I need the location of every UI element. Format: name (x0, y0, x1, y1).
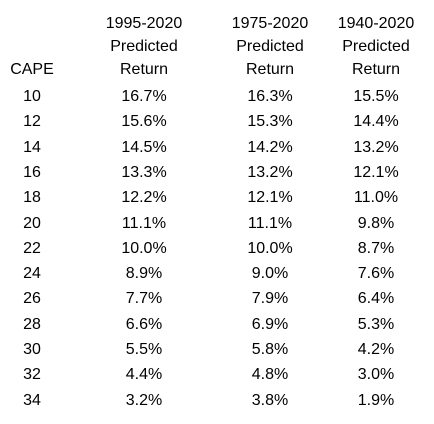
cape-value: 18 (23, 189, 41, 207)
return-1975-2020: 5.8% (251, 341, 289, 358)
cape-value: 24 (23, 265, 41, 283)
header-1975-2020: 1975-2020 Predicted Return (212, 12, 328, 81)
return-1940-2020: 1.9% (357, 391, 395, 409)
header-1975-2020-return: Return (245, 61, 295, 78)
table-row: 10 16.7% 16.3% 15.5% (0, 84, 434, 109)
cape-value: 20 (23, 214, 41, 232)
table-row: 22 10.0% 10.0% 8.7% (0, 236, 434, 261)
cape-value: 34 (23, 391, 41, 409)
cape-value: 22 (23, 239, 41, 257)
return-1940-2020: 6.4% (357, 290, 395, 308)
return-1975-2020: 3.8% (251, 391, 289, 409)
table-row: 32 4.4% 4.8% 3.0% (0, 362, 434, 387)
return-1995-2020: 15.6% (121, 113, 167, 131)
return-1995-2020: 10.0% (121, 239, 167, 257)
table-row: 14 14.5% 14.2% 13.2% (0, 135, 434, 160)
cape-value: 26 (23, 290, 41, 308)
return-1995-2020: 7.7% (125, 290, 163, 308)
header-1975-2020-predicted: Predicted (236, 38, 304, 55)
header-1995-2020-period: 1995-2020 (105, 15, 183, 32)
return-1995-2020: 6.6% (125, 315, 163, 333)
table-row: 24 8.9% 9.0% 7.6% (0, 261, 434, 286)
cape-value: 10 (23, 88, 41, 105)
table-row: 16 13.3% 13.2% 12.1% (0, 160, 434, 185)
return-1975-2020: 12.1% (247, 189, 293, 207)
table-row: 18 12.2% 12.1% 11.0% (0, 185, 434, 210)
return-1995-2020: 13.3% (121, 163, 167, 181)
return-1940-2020: 13.2% (353, 138, 399, 156)
return-1995-2020: 14.5% (121, 138, 167, 156)
header-1975-2020-period: 1975-2020 (231, 15, 309, 32)
table-row: 28 6.6% 6.9% 5.3% (0, 312, 434, 337)
return-1975-2020: 7.9% (251, 290, 289, 308)
header-1995-2020-predicted: Predicted (110, 38, 178, 55)
return-1940-2020: 12.1% (353, 163, 399, 181)
return-1940-2020: 5.3% (357, 315, 395, 333)
header-1940-2020: 1940-2020 Predicted Return (318, 12, 434, 81)
table-row: 34 3.2% 3.8% 1.9% (0, 388, 434, 413)
return-1975-2020: 4.8% (251, 366, 289, 384)
return-1995-2020: 4.4% (125, 366, 163, 384)
return-1995-2020: 8.9% (125, 265, 163, 283)
header-1995-2020-return: Return (119, 61, 169, 78)
header-1940-2020-period: 1940-2020 (337, 15, 415, 32)
table-row: 20 11.1% 11.1% 9.8% (0, 211, 434, 236)
header-cape: CAPE (10, 61, 54, 78)
return-1975-2020: 13.2% (247, 163, 293, 181)
table-row: 30 5.5% 5.8% 4.2% (0, 337, 434, 362)
return-1940-2020: 9.8% (357, 214, 395, 232)
cape-value: 30 (23, 341, 41, 358)
return-1975-2020: 6.9% (251, 315, 289, 333)
return-1940-2020: 3.0% (357, 366, 395, 384)
header-1995-2020: 1995-2020 Predicted Return (86, 12, 202, 81)
return-1940-2020: 11.0% (353, 189, 399, 207)
return-1995-2020: 3.2% (125, 391, 163, 409)
return-1975-2020: 11.1% (247, 214, 293, 232)
cape-value: 14 (23, 138, 41, 156)
return-1975-2020: 10.0% (247, 239, 293, 257)
return-1940-2020: 14.4% (353, 113, 399, 131)
return-1995-2020: 16.7% (121, 88, 167, 105)
return-1975-2020: 14.2% (247, 138, 293, 156)
return-1995-2020: 12.2% (121, 189, 167, 207)
cape-value: 16 (23, 163, 41, 181)
cape-value: 28 (23, 315, 41, 333)
return-1975-2020: 16.3% (247, 88, 293, 105)
table-row: 26 7.7% 7.9% 6.4% (0, 286, 434, 311)
table-row: 12 15.6% 15.3% 14.4% (0, 109, 434, 134)
cape-value: 32 (23, 366, 41, 384)
return-1940-2020: 15.5% (353, 88, 399, 105)
return-1995-2020: 5.5% (125, 341, 163, 358)
header-1940-2020-predicted: Predicted (342, 38, 410, 55)
return-1975-2020: 15.3% (247, 113, 293, 131)
header-1940-2020-return: Return (351, 61, 401, 78)
return-1940-2020: 8.7% (357, 239, 395, 257)
return-1940-2020: 4.2% (357, 341, 395, 358)
return-1940-2020: 7.6% (357, 265, 395, 283)
return-1995-2020: 11.1% (121, 214, 167, 232)
cape-value: 12 (23, 113, 41, 131)
return-1975-2020: 9.0% (251, 265, 289, 283)
